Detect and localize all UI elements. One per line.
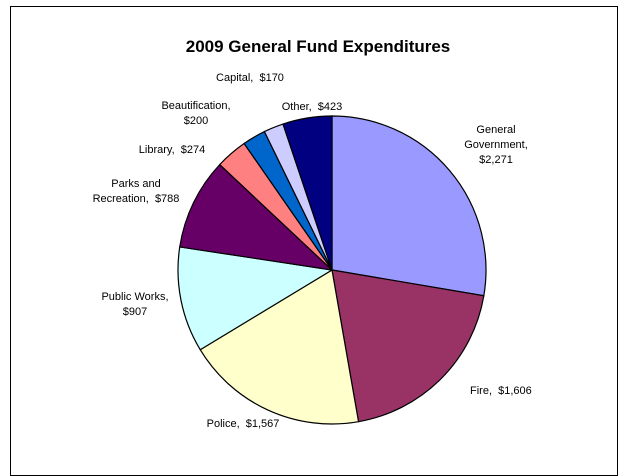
pie-slice-other [282, 115, 333, 271]
slice-label-fire: Fire, $1,606 [470, 385, 532, 397]
pie-slices [177, 115, 487, 425]
slice-label-other: Other, $423 [282, 101, 343, 113]
pie-slice-parks-and-recreation [179, 163, 334, 271]
slice-label-beautification: Beautification, $200 [161, 100, 230, 127]
pie-slice-general-government [331, 115, 487, 297]
pie-slice-public-works [177, 246, 334, 351]
slice-label-parks-and-recreation: Parks and Recreation, $788 [93, 178, 180, 205]
slice-label-library: Library, $274 [139, 144, 205, 156]
pie-slice-police [199, 269, 360, 425]
slice-labels: General Government, $2,271 Fire, $1,606 Poli… [93, 72, 532, 430]
slice-label-public-works: Public Works, $907 [101, 291, 168, 318]
pie-chart: 2009 General Fund Expenditures General Go… [93, 37, 532, 430]
slice-label-capital: Capital, $170 [216, 72, 284, 84]
pie-slice-fire [331, 269, 485, 423]
slice-label-general-government: General Government, $2,271 [464, 124, 528, 166]
slice-label-police: Police, $1,567 [207, 418, 280, 430]
chart-title: 2009 General Fund Expenditures [186, 37, 451, 56]
